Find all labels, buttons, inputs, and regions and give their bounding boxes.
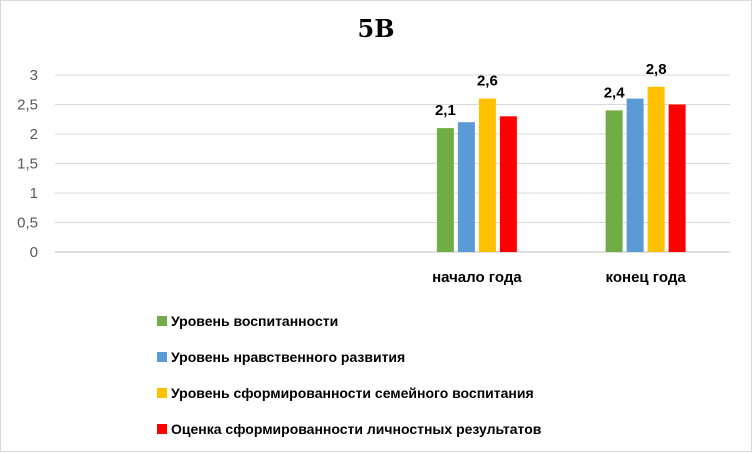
- y-tick-label: 0,5: [17, 215, 38, 232]
- bar: [668, 104, 686, 252]
- y-tick-label: 3: [30, 67, 38, 84]
- legend-swatch: [157, 388, 167, 398]
- legend-swatch: [157, 424, 167, 434]
- legend-label: Оценка сформированности личностных резул…: [171, 421, 542, 437]
- legend-item: Уровень сформированности семейного воспи…: [157, 381, 541, 405]
- legend-item: Оценка сформированности личностных резул…: [157, 417, 541, 441]
- data-label: 2,6: [477, 73, 498, 90]
- data-label: 2,8: [646, 61, 667, 78]
- legend-item: Уровень нравственного развития: [157, 345, 541, 369]
- bar: [626, 98, 644, 252]
- bar: [499, 116, 517, 252]
- bar: [647, 86, 665, 252]
- legend-label: Уровень нравственного развития: [171, 349, 406, 365]
- y-tick-label: 1: [30, 185, 38, 202]
- chart-title: 5В: [357, 14, 395, 43]
- data-label: 2,4: [604, 84, 626, 101]
- data-label: 2,1: [435, 102, 456, 119]
- x-category-label: конец года: [606, 269, 687, 286]
- legend: Уровень воспитанности Уровень нравственно…: [157, 309, 541, 453]
- legend-label: Уровень воспитанности: [171, 313, 339, 329]
- y-tick-label: 2,5: [17, 97, 38, 114]
- x-category-label: начало года: [432, 269, 522, 286]
- legend-item: Уровень воспитанности: [157, 309, 541, 333]
- bar: [457, 122, 475, 252]
- bar: [478, 98, 496, 252]
- y-tick-label: 1,5: [17, 156, 38, 173]
- legend-swatch: [157, 316, 167, 326]
- y-tick-label: 0: [30, 244, 38, 261]
- legend-label: Уровень сформированности семейного воспи…: [171, 385, 534, 401]
- y-tick-label: 2: [30, 126, 38, 143]
- legend-swatch: [157, 352, 167, 362]
- bar: [436, 128, 454, 252]
- bar: [605, 110, 623, 253]
